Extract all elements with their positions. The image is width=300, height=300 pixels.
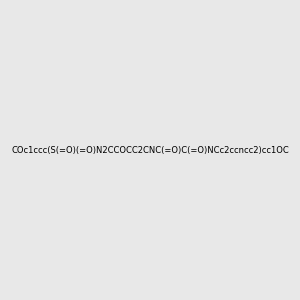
Text: COc1ccc(S(=O)(=O)N2CCOCC2CNC(=O)C(=O)NCc2ccncc2)cc1OC: COc1ccc(S(=O)(=O)N2CCOCC2CNC(=O)C(=O)NCc… xyxy=(11,146,289,154)
